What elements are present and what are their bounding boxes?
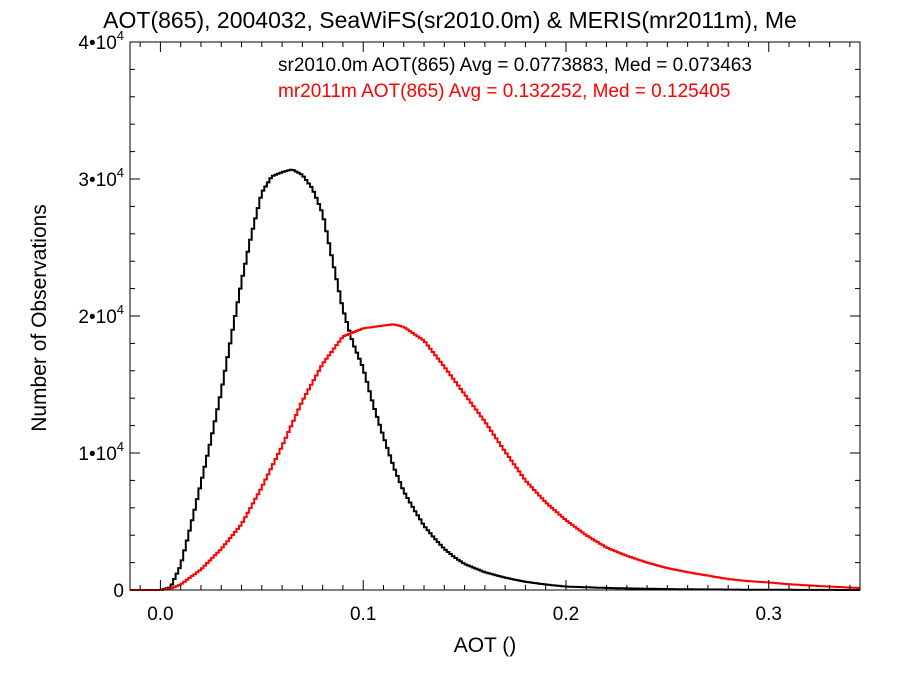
y-tick-label: 1•104 [78,439,124,465]
series-layer [130,168,860,591]
x-tick-label: 0.2 [553,604,579,625]
y-tick-label: 0 [113,581,124,602]
plot-frame [129,41,861,591]
y-axis-label: Number of Observations [28,204,51,432]
chart-title: AOT(865), 2004032, SeaWiFS(sr2010.0m) & … [103,7,797,33]
x-tick-label: 0.1 [350,604,376,625]
legend-entry-1: sr2010.0m AOT(865) Avg = 0.0773883, Med … [278,55,752,76]
y-tick-label: 2•104 [78,302,124,328]
histogram-series-1 [130,168,860,591]
x-tick-label: 0.3 [756,604,782,625]
legend-entry-2: mr2011m AOT(865) Avg = 0.132252, Med = 0… [278,81,730,102]
y-tick-label: 4•104 [78,28,124,54]
y-tick-label: 3•104 [78,165,124,191]
x-tick-label: 0.0 [147,604,173,625]
histogram-series-2 [130,323,860,591]
x-axis-label: AOT () [454,634,517,657]
legend: sr2010.0m AOT(865) Avg = 0.0773883, Med … [278,55,752,102]
tick-labels-layer: 0.0 0.1 0.2 0.3 0 1•104 2•104 3•104 4•104 [78,28,782,625]
ticks-layer [130,41,860,591]
